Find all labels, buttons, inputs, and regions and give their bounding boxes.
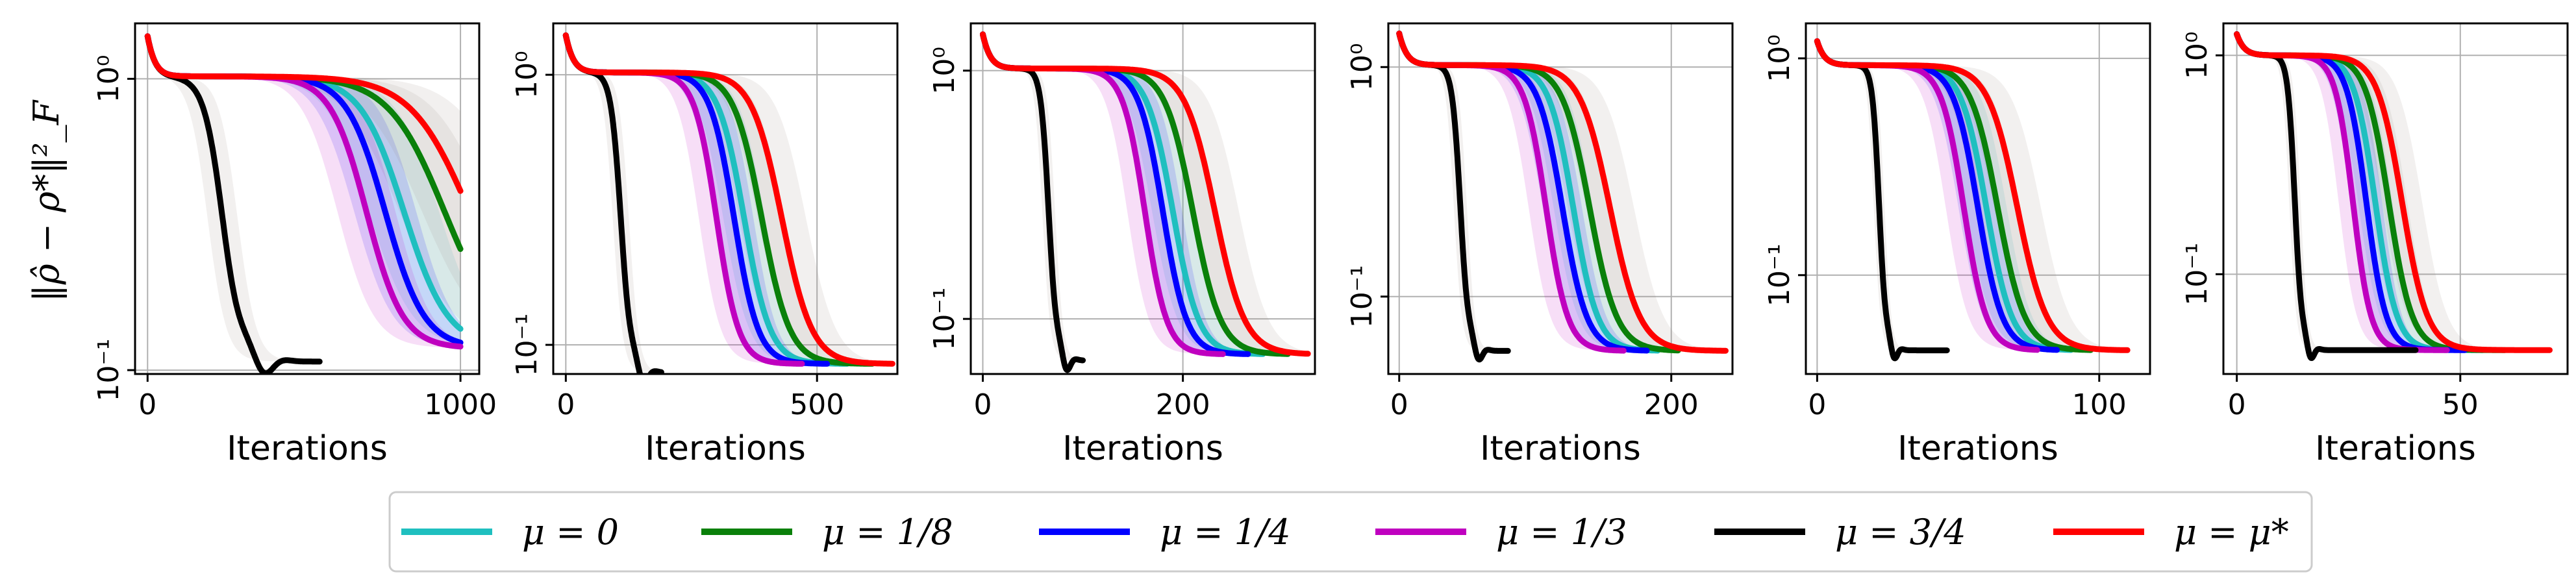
legend-label-1: μ = 0 — [522, 512, 619, 553]
band-1 — [982, 34, 1263, 355]
band-1 — [147, 36, 461, 344]
axes-frame — [1387, 22, 1734, 375]
band-2 — [982, 34, 1288, 355]
y-axis-title: ‖ρ̂ − ρ*‖²_F — [26, 99, 67, 302]
legend-label-2: μ = 1/8 — [822, 512, 953, 553]
plot-area-3 — [980, 31, 1311, 373]
y-tick-label: 10⁰ — [2181, 31, 2214, 79]
x-tick-label: 0 — [138, 388, 156, 421]
subplot-5: 0 100 10⁻¹ 10⁰ Iterations — [1763, 22, 2151, 468]
x-tick-label: 0 — [556, 388, 575, 421]
x-tick-label: 200 — [1644, 388, 1699, 421]
series-line-6 — [562, 32, 895, 367]
x-axis-title: Iterations — [645, 429, 806, 468]
subplot-3: 0 200 10⁻¹ 10⁰ Iterations — [928, 22, 1316, 468]
band-5 — [1817, 41, 1947, 351]
y-tick-label: 10⁻¹ — [510, 314, 544, 377]
x-tick-label: 0 — [1390, 388, 1408, 421]
x-axis-title: Iterations — [1062, 429, 1223, 468]
legend-label-4: μ = 1/3 — [1496, 512, 1627, 553]
band-6 — [566, 35, 893, 364]
x-tick-label: 200 — [1156, 388, 1210, 421]
band-1 — [1399, 33, 1658, 351]
band-6 — [1399, 33, 1726, 351]
x-tick-label: 0 — [973, 388, 992, 421]
series-line-6 — [1396, 31, 1729, 354]
y-tick-label: 10⁻¹ — [92, 339, 125, 402]
x-tick-label: 100 — [2072, 388, 2127, 421]
subplot-2: 0 500 10⁻¹ 10⁰ Iterations — [510, 22, 899, 468]
band-3 — [982, 34, 1248, 355]
series-line-6 — [980, 31, 1311, 357]
y-tick-label: 10⁰ — [1763, 34, 1796, 82]
axes-frame — [552, 22, 899, 375]
y-tick-label: 10⁰ — [510, 51, 544, 99]
legend: μ = 0 μ = 1/8 μ = 1/4 μ = 1/3 μ = 3/4 μ = μ* — [388, 491, 2313, 573]
band-2 — [2236, 34, 2505, 351]
plot-area-5 — [1814, 38, 2131, 362]
legend-label-5: μ = 3/4 — [1835, 512, 1966, 553]
plot-area-1 — [144, 33, 464, 374]
axes-frame — [1805, 22, 2151, 375]
band-4 — [2236, 34, 2447, 351]
x-axis-title: Iterations — [227, 429, 388, 468]
x-tick-label: 50 — [2442, 388, 2479, 421]
y-tick-label: 10⁻¹ — [1763, 243, 1796, 306]
x-tick-label: 0 — [1808, 388, 1826, 421]
band-4 — [1399, 33, 1624, 351]
band-6 — [1817, 41, 2128, 351]
series-line-6 — [144, 33, 464, 194]
axes-frame — [2222, 22, 2569, 375]
y-tick-label: 10⁻¹ — [928, 288, 961, 351]
y-tick-label: 10⁰ — [92, 55, 125, 103]
band-2 — [1399, 33, 1679, 351]
plot-area-6 — [2234, 31, 2553, 361]
band-6 — [2236, 34, 2550, 351]
band-5 — [566, 35, 662, 373]
y-tick-label: 10⁻¹ — [1345, 265, 1379, 328]
x-tick-label: 1000 — [424, 388, 497, 421]
x-tick-label: 0 — [2228, 388, 2246, 421]
band-5 — [982, 34, 1083, 361]
band-1 — [1817, 41, 2071, 351]
x-tick-label: 500 — [790, 388, 844, 421]
legend-frame — [388, 491, 2313, 573]
band-4 — [1817, 41, 2038, 351]
y-tick-label: 10⁻¹ — [2181, 243, 2214, 306]
band-2 — [1817, 41, 2091, 351]
x-axis-title: Iterations — [2315, 429, 2476, 468]
band-1 — [2236, 34, 2483, 351]
y-tick-label: 10⁰ — [1345, 43, 1379, 91]
legend-label-3: μ = 1/4 — [1160, 512, 1291, 553]
band-3 — [566, 35, 827, 364]
series-line-6 — [1814, 38, 2131, 353]
subplot-6: 0 50 10⁻¹ 10⁰ Iterations — [2181, 22, 2569, 468]
band-5 — [147, 36, 320, 362]
plot-area-4 — [1396, 31, 1729, 363]
band-5 — [1399, 33, 1508, 351]
series-line-6 — [2234, 31, 2553, 353]
y-tick-label: 10⁰ — [928, 47, 961, 95]
subplot-4: 0 200 10⁻¹ 10⁰ Iterations — [1345, 22, 1734, 468]
plot-area-2 — [562, 32, 895, 374]
x-axis-title: Iterations — [1480, 429, 1641, 468]
band-2 — [147, 36, 461, 320]
axes-frame — [134, 22, 481, 375]
band-4 — [982, 34, 1223, 355]
x-axis-title: Iterations — [1897, 429, 2058, 468]
legend-label-6: μ = μ* — [2174, 512, 2289, 553]
axes-frame — [969, 22, 1316, 375]
subplot-1: 0 1000 10⁻¹ 10⁰ Iterations — [92, 22, 497, 468]
